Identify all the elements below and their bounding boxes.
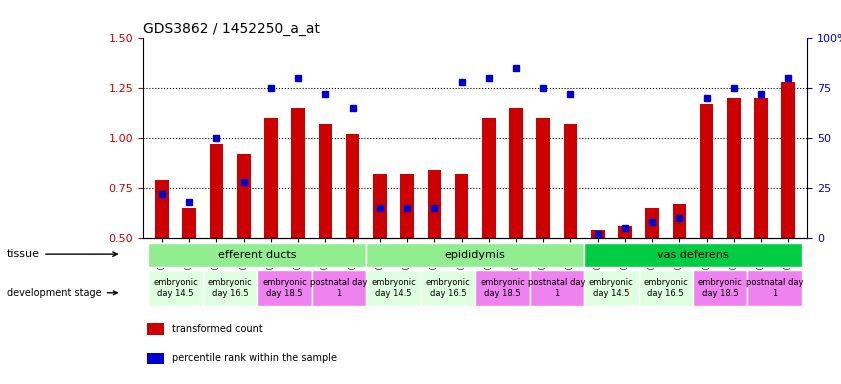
FancyBboxPatch shape: [748, 270, 802, 306]
Bar: [727, 98, 741, 238]
FancyBboxPatch shape: [257, 270, 312, 306]
Text: efferent ducts: efferent ducts: [218, 250, 297, 260]
Text: vas deferens: vas deferens: [657, 250, 729, 260]
Bar: [754, 98, 768, 238]
FancyBboxPatch shape: [584, 270, 638, 306]
FancyBboxPatch shape: [366, 243, 584, 268]
Text: postnatal day
1: postnatal day 1: [528, 278, 585, 298]
Bar: [482, 118, 495, 238]
Text: percentile rank within the sample: percentile rank within the sample: [172, 353, 337, 364]
Bar: [618, 226, 632, 238]
Bar: [509, 108, 523, 238]
Text: postnatal day
1: postnatal day 1: [746, 278, 803, 298]
Text: embryonic
day 14.5: embryonic day 14.5: [589, 278, 633, 298]
Bar: [700, 104, 713, 238]
Text: epididymis: epididymis: [445, 250, 505, 260]
Bar: [563, 124, 577, 238]
Bar: [291, 108, 305, 238]
FancyBboxPatch shape: [312, 270, 366, 306]
FancyBboxPatch shape: [203, 270, 257, 306]
Bar: [319, 124, 332, 238]
Bar: [346, 134, 359, 238]
Bar: [400, 174, 414, 238]
FancyBboxPatch shape: [638, 270, 693, 306]
FancyBboxPatch shape: [420, 270, 475, 306]
Bar: [182, 208, 196, 238]
Bar: [237, 154, 251, 238]
FancyBboxPatch shape: [148, 243, 366, 268]
Bar: [645, 208, 659, 238]
Bar: [427, 170, 442, 238]
Bar: [373, 174, 387, 238]
Bar: [156, 180, 169, 238]
Text: postnatal day
1: postnatal day 1: [310, 278, 368, 298]
Bar: [781, 82, 795, 238]
Text: embryonic
day 18.5: embryonic day 18.5: [262, 278, 307, 298]
Text: embryonic
day 14.5: embryonic day 14.5: [153, 278, 198, 298]
FancyBboxPatch shape: [530, 270, 584, 306]
Text: development stage: development stage: [7, 288, 117, 298]
Text: embryonic
day 18.5: embryonic day 18.5: [480, 278, 525, 298]
Bar: [264, 118, 278, 238]
Text: GDS3862 / 1452250_a_at: GDS3862 / 1452250_a_at: [143, 22, 320, 36]
FancyBboxPatch shape: [475, 270, 530, 306]
FancyBboxPatch shape: [366, 270, 420, 306]
Bar: [147, 353, 164, 364]
Bar: [591, 230, 605, 238]
FancyBboxPatch shape: [148, 270, 203, 306]
Bar: [209, 144, 224, 238]
FancyBboxPatch shape: [693, 270, 748, 306]
Bar: [455, 174, 468, 238]
Text: embryonic
day 16.5: embryonic day 16.5: [643, 278, 688, 298]
Text: embryonic
day 16.5: embryonic day 16.5: [426, 278, 470, 298]
FancyBboxPatch shape: [584, 243, 802, 268]
Bar: [537, 118, 550, 238]
Text: embryonic
day 16.5: embryonic day 16.5: [208, 278, 252, 298]
Bar: [147, 323, 164, 335]
Text: transformed count: transformed count: [172, 324, 263, 334]
Text: tissue: tissue: [7, 249, 117, 259]
Text: embryonic
day 14.5: embryonic day 14.5: [371, 278, 415, 298]
Text: embryonic
day 18.5: embryonic day 18.5: [698, 278, 743, 298]
Bar: [673, 204, 686, 238]
